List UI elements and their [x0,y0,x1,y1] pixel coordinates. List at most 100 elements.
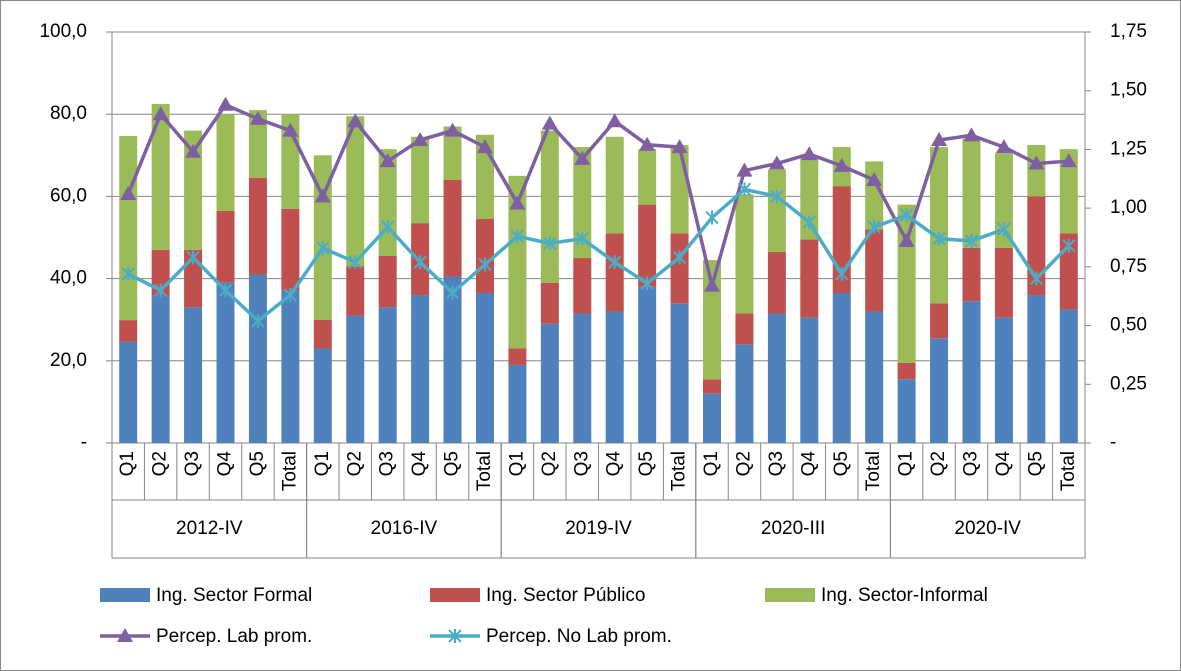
line-marker [768,155,785,170]
line-marker [705,210,719,225]
bar [670,145,689,234]
line-marker [412,132,429,147]
bar [443,276,462,443]
bar [216,282,235,443]
line-marker [866,171,883,186]
bar [475,292,494,443]
bar [962,138,981,248]
y2-tick-label: 1,50 [1110,80,1147,101]
bar [378,307,397,443]
bar [638,149,657,205]
bar [346,116,365,267]
bar [605,233,624,312]
x-tick-label: Q4 [215,451,236,477]
line-marker [152,106,169,121]
bar [897,362,916,380]
bar [767,313,786,443]
x-tick-label: Total [474,451,495,491]
bar [1027,145,1046,197]
bar [248,177,267,275]
bar [605,311,624,443]
line-marker [867,219,881,234]
bar [930,303,949,339]
x-tick-label: Q3 [766,451,787,476]
y-tick-label: 40,0 [50,268,87,289]
y2-tick-label: 1,25 [1110,138,1147,159]
legend-label: Percep. No Lab prom. [486,626,672,647]
bar [865,311,884,443]
line-marker [283,288,298,303]
bar [605,136,624,234]
line-marker [543,236,557,251]
line-marker [575,231,589,246]
line-marker [671,139,688,154]
bar [994,317,1013,443]
line-marker [251,313,265,328]
bar [767,251,786,314]
line-marker [835,266,849,281]
legend-swatch [430,588,480,602]
y-tick-label: 80,0 [50,103,87,124]
bar [475,219,494,293]
bar [508,364,527,443]
line-marker [348,255,362,270]
line-marker [606,113,623,128]
bar [670,303,689,443]
line-marker [413,255,427,270]
x-tick-label: Q1 [896,451,917,476]
line-marker [510,229,525,244]
line-marker [770,189,784,204]
line-marker [121,266,135,281]
bar [151,295,170,443]
x-tick-label: Total [1058,451,1079,491]
bar [216,210,235,283]
x-tick-label: Q3 [182,451,203,476]
line-marker [736,162,753,177]
line-marker [217,96,234,111]
y-tick-label: 20,0 [50,350,87,371]
x-tick-label: Q5 [636,451,657,476]
line-marker [802,215,817,230]
x-tick-label: Q4 [409,451,430,477]
bar [184,307,203,443]
bar [800,317,819,443]
bar [1059,149,1078,234]
x-tick-label: Q5 [1025,451,1046,476]
line-marker [444,122,461,137]
x-tick-label: Q1 [117,451,138,476]
group-label: 2020-IV [954,518,1021,539]
line-marker [640,276,654,291]
line-marker [608,255,622,270]
bar [573,313,592,443]
bar [638,286,657,443]
line-marker [445,285,460,300]
bar [735,194,754,314]
legend-marker [117,628,133,642]
line-marker [509,195,526,210]
line-marker [185,143,202,158]
line-marker [995,139,1012,154]
group-label: 2019-IV [565,518,632,539]
x-tick-label: Q3 [377,451,398,476]
bar [119,320,138,342]
bar [735,313,754,345]
line-marker [963,127,980,142]
line-marker [379,153,396,168]
bar [800,239,819,318]
bar [281,290,300,443]
y2-tick-label: 0,50 [1110,315,1147,336]
line-marker [282,122,299,137]
bar [540,323,559,443]
line-marker [737,182,752,197]
legend-label: Ing. Sector-Informal [821,585,988,606]
x-tick-label: Q2 [539,451,560,476]
bar [703,393,722,443]
line-marker [218,283,233,298]
bar [346,266,365,316]
line-marker [931,132,948,147]
x-tick-label: Q1 [312,451,333,476]
line-marker [801,146,818,161]
legend-label: Ing. Sector Formal [156,585,312,606]
line-marker [964,234,979,249]
bar [735,344,754,443]
